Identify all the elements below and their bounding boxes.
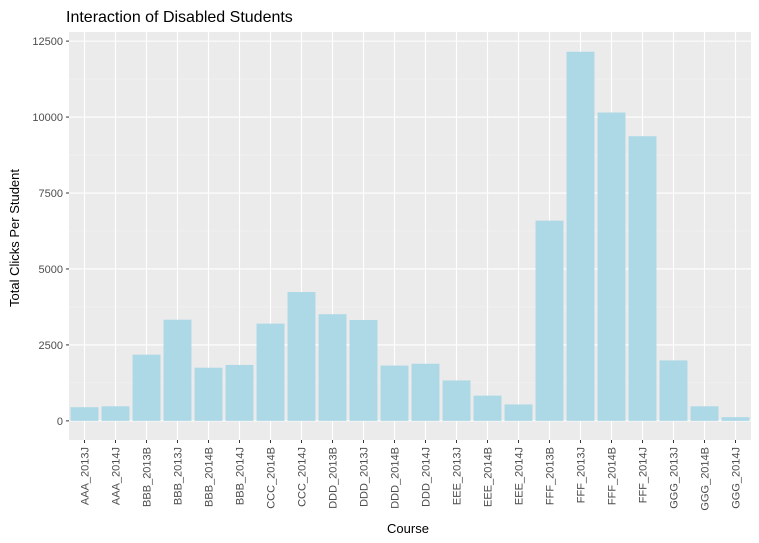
x-tick-label: FFF_2013J [576,447,588,503]
bar-ggg-2013j [659,360,688,421]
x-tick-label: GGG_2014J [731,447,743,509]
x-tick-label: FFF_2014J [638,447,650,503]
bar-ddd-2014b [380,365,409,421]
x-axis-title: Course [387,521,429,536]
x-tick-label: EEE_2014B [483,447,495,507]
x-tick-label: BBB_2014J [235,447,247,505]
x-tick-label: DDD_2013J [359,447,371,507]
bar-ggg-2014b [690,406,719,421]
x-tick-label: BBB_2013B [142,447,154,507]
bar-ccc-2014j [287,292,316,421]
y-tick-label: 0 [57,416,63,428]
bar-ddd-2013b [318,314,347,421]
x-tick-label: FFF_2013B [545,447,557,505]
x-tick-label: EEE_2014J [514,447,526,505]
x-tick-label: GGG_2014B [700,447,712,511]
bar-eee-2013j [442,380,471,421]
x-tick-label: DDD_2013B [328,447,340,509]
bar-aaa-2014j [101,406,130,421]
x-tick-label: FFF_2014B [607,447,619,505]
x-tick-label: CCC_2014J [297,447,309,507]
x-tick-label: DDD_2014B [390,447,402,509]
y-tick-label: 2500 [39,340,63,352]
bar-bbb-2014j [225,364,254,421]
bar-ddd-2014j [411,363,440,421]
bar-fff-2013j [566,51,595,421]
bar-fff-2013b [535,220,564,421]
bar-bbb-2013b [132,354,161,421]
y-tick-label: 10000 [32,112,63,124]
chart-title: Interaction of Disabled Students [66,9,293,26]
y-tick-label: 12500 [32,36,63,48]
y-axis-title: Total Clicks Per Student [7,169,22,307]
bar-ddd-2013j [349,320,378,421]
y-tick-label: 5000 [39,264,63,276]
bar-eee-2014b [473,395,502,421]
x-tick-label: BBB_2013J [173,447,185,505]
y-tick-label: 7500 [39,188,63,200]
bar-fff-2014b [597,112,626,421]
bar-bbb-2014b [194,367,223,421]
x-tick-label: AAA_2014J [111,447,123,505]
x-axis: AAA_2013J AAA_2014J BBB_2013B BBB_2013J BBB_… [80,440,743,511]
x-tick-label: AAA_2013J [80,447,92,505]
bar-eee-2014j [504,404,533,421]
bar-bbb-2013j [163,319,192,421]
bar-aaa-2013j [70,407,99,421]
x-tick-label: GGG_2013J [669,447,681,509]
bar-ccc-2014b [256,323,285,421]
x-tick-label: DDD_2014J [421,447,433,507]
x-tick-label: CCC_2014B [266,447,278,509]
y-axis: 0 2500 5000 7500 10000 12500 [32,36,69,428]
bars [70,51,750,421]
x-tick-label: BBB_2014B [204,447,216,507]
bar-ggg-2014j [721,417,750,421]
bar-fff-2014j [628,136,657,421]
x-tick-label: EEE_2013J [452,447,464,505]
